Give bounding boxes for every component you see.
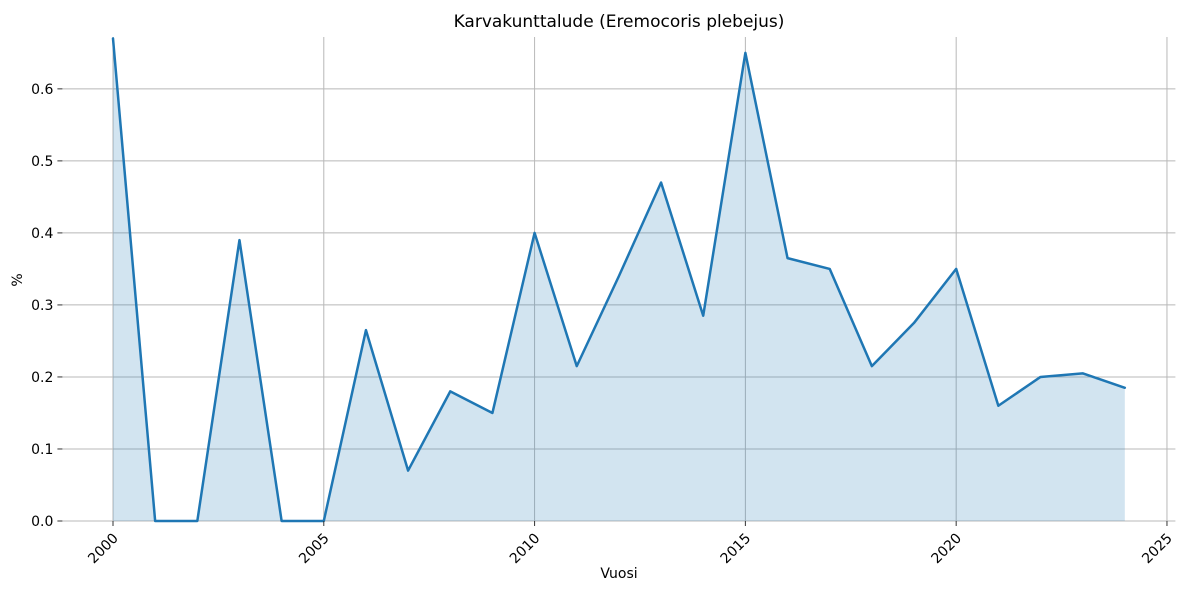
x-tick-label: 2025	[1139, 531, 1176, 568]
y-tick-label: 0.0	[31, 514, 53, 530]
x-tick-label: 2015	[718, 531, 755, 568]
y-tick-label: 0.2	[31, 370, 53, 386]
y-tick-label: 0.1	[31, 442, 53, 458]
y-axis-label: %	[10, 273, 26, 287]
y-tick-label: 0.6	[31, 82, 53, 98]
chart-title: Karvakunttalude (Eremocoris plebejus)	[453, 12, 785, 32]
x-tick-label: 2010	[507, 531, 544, 568]
x-tick-label: 2005	[296, 531, 333, 568]
y-tick-label: 0.4	[31, 226, 53, 242]
data-line	[111, 37, 1127, 523]
y-tick-label: 0.3	[31, 298, 53, 314]
x-axis-label: Vuosi	[600, 566, 638, 582]
area-fill	[112, 38, 1125, 521]
x-tick-label: 2020	[928, 531, 965, 568]
x-tick-label: 2000	[85, 531, 122, 568]
y-tick-label: 0.5	[31, 154, 53, 170]
